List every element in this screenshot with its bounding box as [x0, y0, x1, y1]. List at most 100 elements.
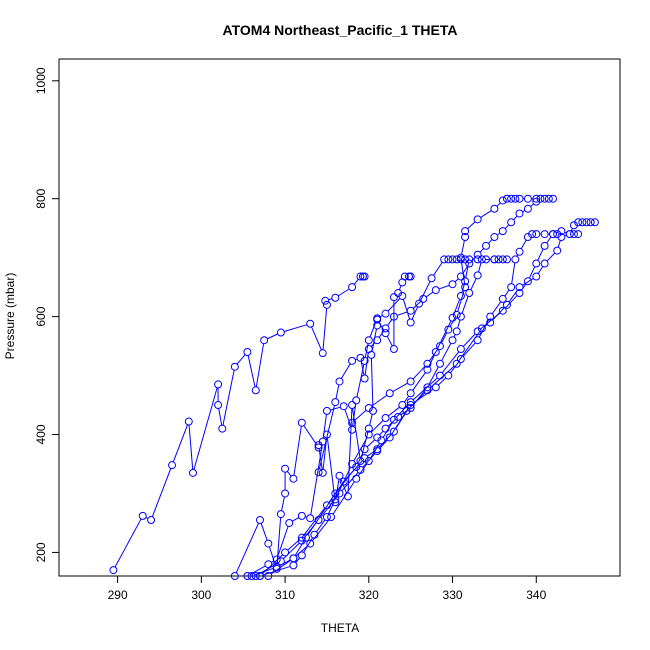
data-point — [289, 474, 298, 483]
data-point — [184, 417, 193, 426]
series-segment — [450, 361, 460, 374]
data-point — [557, 227, 566, 236]
data-point — [532, 272, 541, 281]
series-segment — [371, 328, 377, 352]
series-segment — [436, 320, 452, 350]
data-point — [498, 227, 507, 236]
data-point — [364, 457, 373, 466]
series-segment — [352, 403, 357, 427]
data-point — [549, 230, 558, 239]
data-point — [389, 415, 398, 424]
data-point — [302, 533, 311, 542]
data-point — [406, 401, 415, 410]
data-point — [523, 233, 532, 242]
data-point — [322, 513, 331, 522]
series-segment — [462, 333, 476, 347]
data-point — [486, 312, 495, 321]
data-point — [473, 271, 482, 280]
data-point — [398, 401, 407, 410]
series-segment — [420, 281, 431, 301]
data-point — [352, 474, 361, 483]
series-segment — [326, 437, 336, 499]
series-segment — [114, 518, 142, 568]
data-point — [247, 572, 256, 580]
series-segment — [402, 299, 411, 320]
data-point — [276, 328, 285, 337]
series-segment — [330, 406, 341, 411]
series-segment — [511, 262, 516, 284]
data-point — [448, 336, 457, 345]
chart-title: ATOM4 Northeast_Pacific_1 THETA — [223, 22, 458, 38]
x-tick-label: 340 — [526, 588, 546, 602]
data-point — [168, 461, 177, 470]
data-point — [373, 336, 382, 345]
data-point — [431, 347, 440, 356]
data-point — [515, 209, 524, 218]
series-segment — [387, 298, 401, 312]
data-point — [389, 427, 398, 436]
x-tick-label: 330 — [443, 588, 463, 602]
data-point — [364, 430, 373, 439]
series — [264, 227, 583, 580]
series-segment — [340, 363, 351, 379]
data-point — [322, 406, 331, 415]
series-segment — [247, 355, 256, 387]
data-point — [243, 572, 252, 580]
data-point — [218, 424, 227, 433]
data-point — [364, 424, 373, 433]
series-segment — [392, 382, 408, 392]
series-segment — [488, 239, 493, 244]
data-point — [335, 377, 344, 386]
series-segment — [370, 420, 384, 433]
series-segment — [371, 394, 388, 407]
data-point — [331, 293, 340, 302]
data-point — [406, 272, 415, 281]
data-point — [448, 255, 457, 264]
data-point — [532, 230, 541, 239]
series-segment — [193, 387, 218, 470]
series-segment — [267, 333, 278, 340]
series-segment — [188, 424, 194, 470]
data-point — [360, 374, 369, 383]
series-segment — [357, 452, 364, 464]
data-point — [523, 204, 532, 213]
series-segment — [546, 252, 556, 262]
data-point — [553, 246, 562, 255]
series-segment — [379, 430, 384, 436]
data-point — [528, 230, 537, 239]
series-segment — [379, 439, 388, 449]
series-segment — [311, 326, 322, 351]
data-point — [276, 557, 285, 566]
data-point — [360, 454, 369, 463]
series-segment — [438, 377, 447, 386]
data-point — [423, 386, 432, 395]
series-segment — [537, 266, 544, 274]
y-tick-label: 800 — [34, 188, 48, 208]
data-point — [523, 277, 532, 286]
series-segment — [295, 545, 308, 557]
data-point — [285, 518, 294, 527]
series-segment — [471, 256, 476, 262]
data-point — [431, 383, 440, 392]
data-point — [536, 194, 545, 203]
data-point — [435, 342, 444, 351]
data-point — [477, 324, 486, 333]
data-point — [381, 324, 390, 333]
data-point — [498, 294, 507, 303]
series-segment — [322, 308, 328, 350]
data-point — [419, 294, 428, 303]
data-point — [507, 194, 516, 203]
data-point — [490, 255, 499, 264]
data-point — [348, 425, 357, 434]
data-point — [507, 283, 516, 292]
series-segment — [441, 343, 452, 361]
data-point — [373, 433, 382, 442]
data-point — [230, 572, 239, 580]
data-point — [373, 447, 382, 456]
data-point — [498, 196, 507, 205]
data-point — [389, 345, 398, 354]
series-segment — [318, 448, 323, 470]
x-tick-label: 310 — [275, 588, 295, 602]
series-segment — [461, 284, 465, 293]
data-point — [348, 459, 357, 468]
